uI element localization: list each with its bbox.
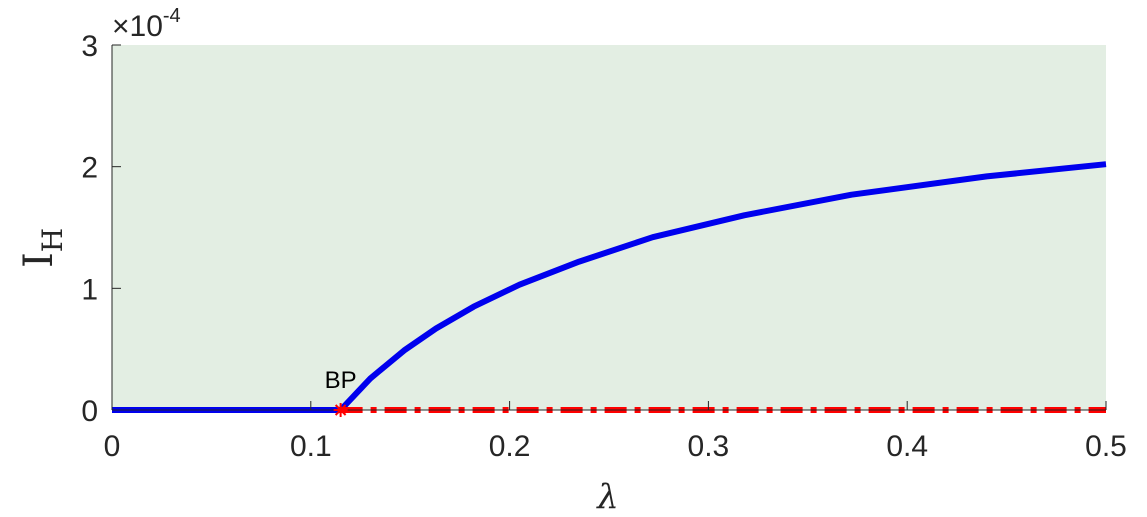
ticks-layer: 0 0.1 0.2 0.3 0.4 0.5 0 1 2 3 [81, 30, 1127, 463]
y-exponent-power: -4 [163, 5, 181, 27]
y-axis-exponent: ×10-4 [112, 5, 181, 43]
bp-marker [333, 403, 348, 417]
points-layer: BP [325, 367, 357, 417]
x-tick-label: 0.5 [1085, 430, 1127, 463]
y-exponent-base: ×10 [112, 10, 163, 43]
bp-label: BP [325, 367, 357, 394]
y-axis-label: IH [16, 228, 69, 268]
y-tick-label: 2 [81, 152, 98, 185]
x-tick-label: 0.2 [489, 430, 531, 463]
y-axis-label-subscript: H [36, 228, 69, 252]
x-tick-label: 0.3 [688, 430, 730, 463]
y-axis-label-main: I [16, 252, 62, 268]
x-tick-label: 0.1 [290, 430, 332, 463]
y-tick-label: 0 [81, 395, 98, 428]
series-line-2 [338, 161, 1107, 413]
y-tick-label: 1 [81, 273, 98, 306]
x-axis-label: λ [595, 477, 619, 517]
y-tick-label: 3 [81, 30, 98, 63]
bp-marker-stroke [334, 404, 347, 416]
x-tick-label: 0.4 [886, 430, 928, 463]
plot-area [112, 45, 1106, 410]
axes-layer [111, 45, 1106, 411]
x-tick-label: 0 [104, 430, 121, 463]
